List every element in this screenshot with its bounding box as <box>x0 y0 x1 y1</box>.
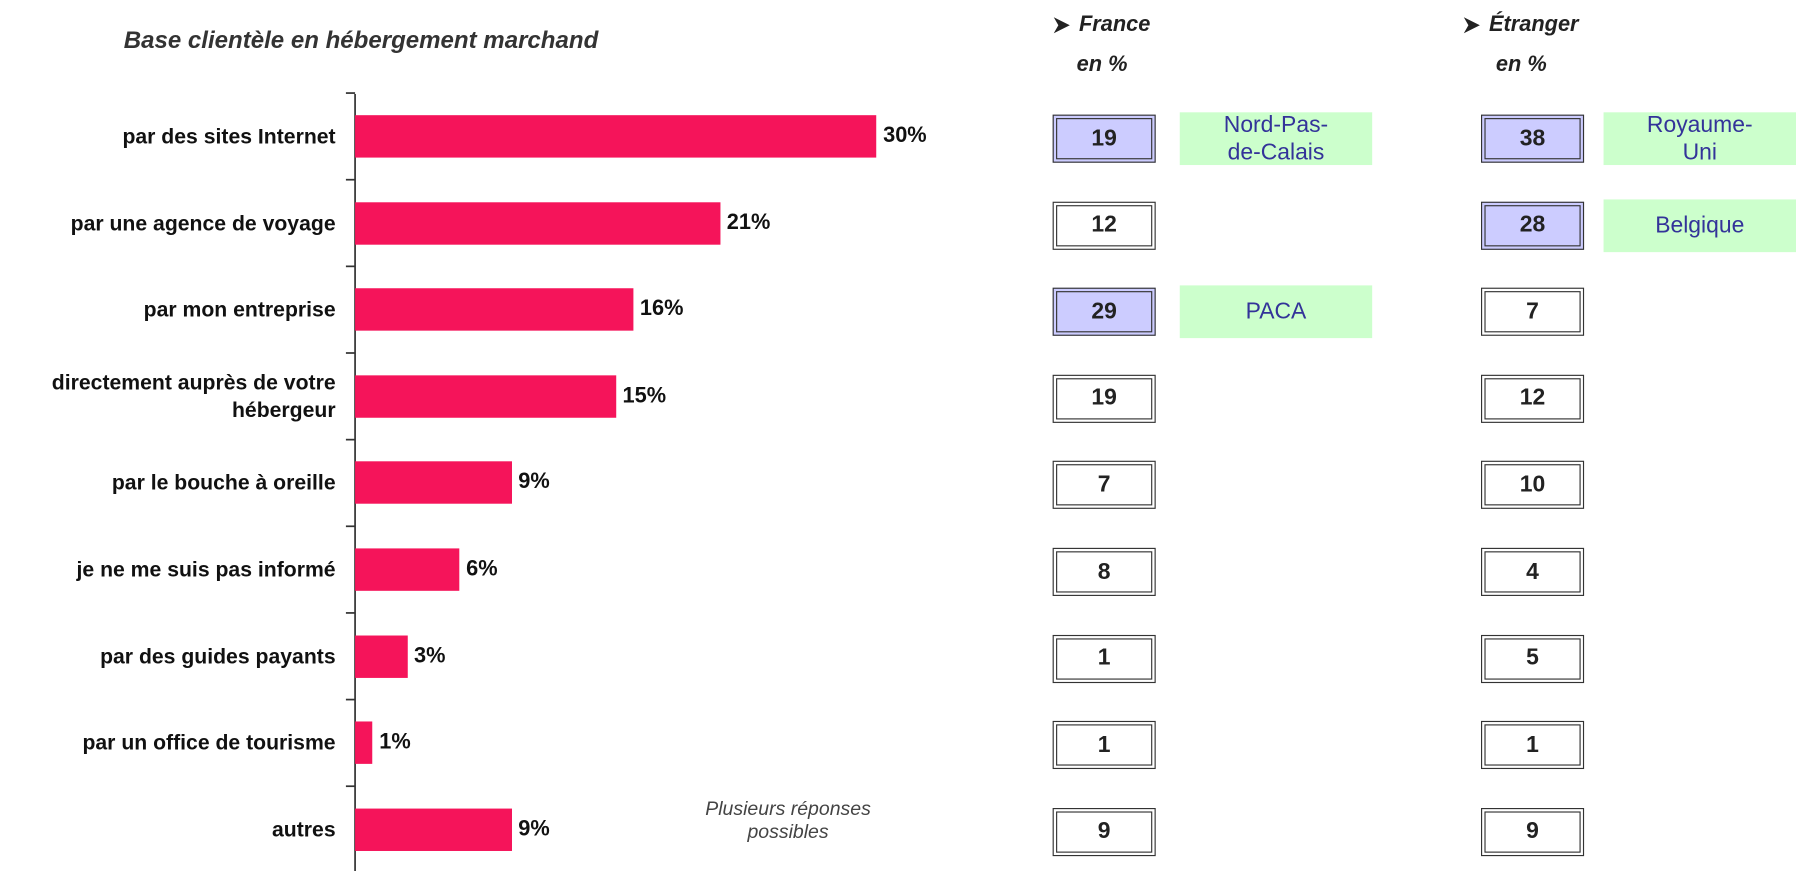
value-cell: 8 <box>1052 547 1156 596</box>
value-cell: 28 <box>1481 201 1585 250</box>
value-label: 6% <box>466 557 498 582</box>
value-cell: 12 <box>1052 201 1156 250</box>
value-label: 16% <box>639 297 684 322</box>
category-label: directement auprès de votre hébergeur <box>51 369 336 422</box>
chart-title: Base clientèle en hébergement marchand <box>123 27 599 54</box>
category-label: par mon entreprise <box>143 297 336 322</box>
value-label: 1% <box>379 730 411 755</box>
highlight-label: Royaume-Uni <box>1603 112 1796 166</box>
value-cell: 7 <box>1481 287 1585 337</box>
value-label: 3% <box>414 643 446 668</box>
highlight-text: Royaume-Uni <box>1646 112 1753 166</box>
category-label: par une agence de voyage <box>70 210 336 235</box>
bar <box>355 635 408 678</box>
highlight-label: Belgique <box>1603 198 1796 252</box>
value-cell: 9 <box>1052 807 1156 856</box>
bar <box>355 288 634 331</box>
value-cell: 1 <box>1481 721 1585 770</box>
bar <box>355 375 616 418</box>
value-cell: 12 <box>1481 374 1585 423</box>
value-label: 21% <box>726 210 771 235</box>
category-label: autres <box>271 816 336 842</box>
category-label: par le bouche à oreille <box>111 470 336 495</box>
value-label: 15% <box>622 383 667 408</box>
bar <box>355 115 877 158</box>
highlight-text: Nord-Pas-de-Calais <box>1223 112 1329 166</box>
bar <box>355 548 460 591</box>
value-cell: 19 <box>1052 114 1156 163</box>
value-cell: 19 <box>1052 374 1156 423</box>
panel-unit: en % <box>1076 52 1128 77</box>
category-label: je ne me suis pas informé <box>76 557 336 582</box>
bar <box>355 461 512 505</box>
value-cell: 5 <box>1481 634 1585 683</box>
value-cell: 4 <box>1481 547 1585 596</box>
panel-heading: France <box>1078 12 1151 37</box>
bar <box>355 721 373 765</box>
value-cell: 29 <box>1052 287 1156 337</box>
value-cell: 1 <box>1052 721 1156 770</box>
bullet-arrow <box>1053 17 1070 34</box>
value-cell: 38 <box>1481 114 1585 163</box>
bar <box>355 808 512 851</box>
value-label: 30% <box>883 123 927 148</box>
value-cell: 1 <box>1052 634 1156 683</box>
panel-heading: Étranger <box>1489 12 1579 37</box>
highlight-text: PACA <box>1245 299 1307 325</box>
category-label: par un office de tourisme <box>82 730 336 755</box>
bullet-arrow <box>1463 17 1480 34</box>
value-cell: 10 <box>1481 461 1585 510</box>
highlight-text: Belgique <box>1655 212 1745 238</box>
bar <box>355 201 720 245</box>
category-label: par des guides payants <box>100 643 336 668</box>
note: Plusieurs réponses possibles <box>705 797 871 843</box>
value-label: 9% <box>518 816 550 842</box>
value-label: 9% <box>518 470 550 495</box>
panel-unit: en % <box>1495 52 1547 77</box>
category-label: par des sites Internet <box>122 123 336 148</box>
highlight-label: PACA <box>1179 285 1373 339</box>
highlight-label: Nord-Pas-de-Calais <box>1179 112 1373 166</box>
value-cell: 7 <box>1052 461 1156 510</box>
value-cell: 9 <box>1481 807 1585 856</box>
